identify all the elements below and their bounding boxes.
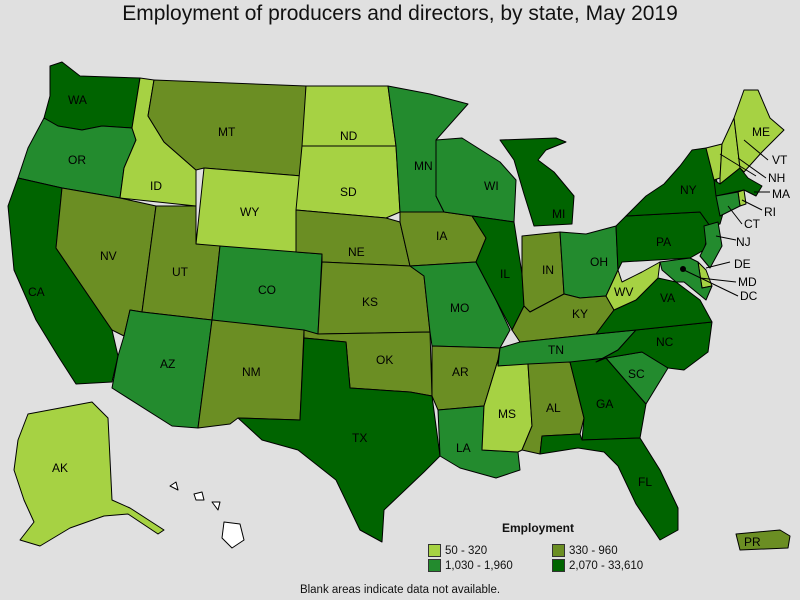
- label-GA: GA: [596, 397, 613, 411]
- label-DC: DC: [740, 289, 758, 303]
- label-ID: ID: [150, 179, 162, 193]
- state-HI[interactable]: [169, 481, 245, 549]
- label-CT: CT: [744, 217, 761, 231]
- legend-swatch-1: [428, 544, 441, 557]
- legend-item-4: 2,070 - 33,610: [552, 559, 643, 572]
- label-NM: NM: [242, 365, 261, 379]
- label-NJ: NJ: [736, 235, 751, 249]
- label-MS: MS: [498, 407, 516, 421]
- label-PA: PA: [656, 235, 671, 249]
- label-AZ: AZ: [160, 357, 175, 371]
- label-WY: WY: [240, 205, 259, 219]
- label-DE: DE: [734, 257, 751, 271]
- label-RI: RI: [764, 205, 776, 219]
- state-PR[interactable]: [735, 529, 791, 551]
- label-LA: LA: [456, 441, 471, 455]
- label-IN: IN: [542, 263, 554, 277]
- label-ND: ND: [340, 129, 358, 143]
- state-DC[interactable]: [680, 266, 686, 272]
- state-AK[interactable]: [13, 401, 165, 547]
- label-VT: VT: [772, 153, 788, 167]
- label-VA: VA: [660, 291, 675, 305]
- label-MD: MD: [738, 275, 757, 289]
- legend-label-2: 330 - 960: [569, 544, 618, 557]
- label-AR: AR: [452, 365, 469, 379]
- label-SD: SD: [340, 185, 357, 199]
- label-MI: MI: [552, 207, 565, 221]
- label-OK: OK: [376, 353, 393, 367]
- label-NY: NY: [680, 183, 697, 197]
- label-AK: AK: [52, 461, 68, 475]
- label-MN: MN: [414, 159, 433, 173]
- label-CA: CA: [28, 285, 45, 299]
- label-NH: NH: [768, 171, 785, 185]
- label-NE: NE: [348, 245, 365, 259]
- label-WI: WI: [484, 179, 499, 193]
- label-WA: WA: [68, 93, 87, 107]
- state-CT[interactable]: [715, 191, 741, 217]
- state-MI[interactable]: [499, 137, 575, 227]
- label-IA: IA: [436, 229, 447, 243]
- state-labels: WA OR CA ID NV MT WY UT AZ CO NM ND SD NE KS OK TX MN IA MO…: [28, 93, 790, 549]
- label-KY: KY: [572, 307, 588, 321]
- state-MD[interactable]: [659, 257, 713, 301]
- label-PR: PR: [744, 535, 761, 549]
- label-NV: NV: [100, 249, 117, 263]
- legend-swatch-2: [552, 544, 565, 557]
- map-legend: Employment 50 - 320 330 - 960 1,030 - 1,…: [428, 521, 678, 573]
- label-NC: NC: [656, 335, 674, 349]
- state-NJ[interactable]: [699, 221, 723, 269]
- state-NC[interactable]: [595, 321, 713, 371]
- label-SC: SC: [628, 367, 645, 381]
- state-WA[interactable]: [43, 61, 141, 131]
- legend-label-3: 1,030 - 1,960: [445, 559, 513, 572]
- legend-label-4: 2,070 - 33,610: [569, 559, 644, 572]
- label-MT: MT: [218, 125, 236, 139]
- label-OR: OR: [68, 153, 86, 167]
- legend-title: Employment: [502, 521, 575, 535]
- label-OH: OH: [590, 255, 608, 269]
- leader-lines: [683, 139, 770, 297]
- state-TX[interactable]: [237, 337, 441, 543]
- label-KS: KS: [362, 295, 378, 309]
- label-WV: WV: [614, 285, 633, 299]
- legend-item-1: 50 - 320: [428, 544, 487, 557]
- label-ME: ME: [752, 125, 770, 139]
- label-TN: TN: [548, 343, 564, 357]
- label-MA: MA: [772, 187, 790, 201]
- label-CO: CO: [258, 283, 276, 297]
- legend-item-2: 330 - 960: [552, 544, 618, 557]
- label-UT: UT: [172, 265, 189, 279]
- legend-swatch-3: [428, 559, 441, 572]
- map-title: Employment of producers and directors, b…: [122, 2, 678, 25]
- footnote: Blank areas indicate data not available.: [299, 584, 501, 596]
- state-FL[interactable]: [539, 433, 679, 541]
- label-MO: MO: [450, 301, 469, 315]
- state-WI[interactable]: [435, 137, 517, 223]
- legend-swatch-4: [552, 559, 565, 572]
- state-OH[interactable]: [559, 225, 619, 299]
- label-FL: FL: [638, 475, 652, 489]
- legend-label-1: 50 - 320: [445, 544, 488, 557]
- label-AL: AL: [546, 401, 561, 415]
- state-SD[interactable]: [295, 145, 401, 219]
- legend-item-3: 1,030 - 1,960: [428, 559, 513, 572]
- label-TX: TX: [352, 431, 367, 445]
- label-IL: IL: [500, 267, 510, 281]
